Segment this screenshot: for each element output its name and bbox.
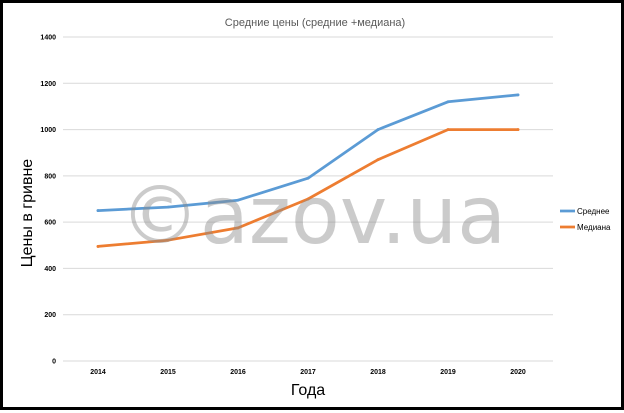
chart-canvas: Средние цены (средние +медиана) 0 200 400 6… xyxy=(19,17,611,399)
legend: Среднее Медиана xyxy=(560,207,611,232)
data-point xyxy=(306,176,310,180)
data-point xyxy=(96,245,100,248)
x-tick-label: 2017 xyxy=(300,369,316,376)
x-tick-label: 2020 xyxy=(510,369,526,376)
data-point xyxy=(166,238,170,242)
x-axis-label: Года xyxy=(291,382,325,399)
y-tick-label: 200 xyxy=(44,312,56,319)
y-axis-ticks: 0 200 400 600 800 1000 1200 1400 xyxy=(40,35,56,366)
data-point xyxy=(306,197,310,201)
x-tick-label: 2016 xyxy=(230,369,246,376)
y-tick-label: 400 xyxy=(44,266,56,273)
legend-label: Среднее xyxy=(577,207,610,216)
gridlines xyxy=(63,36,553,362)
x-tick-label: 2015 xyxy=(160,369,176,376)
watermark: ©azov.ua xyxy=(120,169,506,262)
data-point xyxy=(96,209,100,212)
data-point xyxy=(166,205,170,209)
data-point xyxy=(516,128,520,131)
legend-label: Медиана xyxy=(577,223,611,232)
x-tick-label: 2014 xyxy=(90,369,106,376)
y-tick-label: 1000 xyxy=(40,127,56,134)
data-point xyxy=(446,100,450,104)
y-tick-label: 800 xyxy=(44,173,56,180)
data-point xyxy=(516,93,520,97)
x-axis-ticks: 2014 2015 2016 2017 2018 2019 2020 xyxy=(90,369,526,376)
x-tick-label: 2019 xyxy=(440,369,456,376)
series-lines xyxy=(96,93,520,248)
data-point xyxy=(376,158,380,162)
data-point xyxy=(236,226,240,230)
data-point xyxy=(236,198,240,202)
y-tick-label: 600 xyxy=(44,220,56,227)
y-axis-label: Цены в гривне xyxy=(19,159,36,267)
y-tick-label: 1200 xyxy=(40,81,56,88)
x-tick-label: 2018 xyxy=(370,369,386,376)
chart-title: Средние цены (средние +медиана) xyxy=(225,17,405,29)
data-point xyxy=(376,128,380,131)
data-point xyxy=(446,128,450,131)
y-tick-label: 0 xyxy=(52,359,56,366)
y-tick-label: 1400 xyxy=(40,35,56,42)
